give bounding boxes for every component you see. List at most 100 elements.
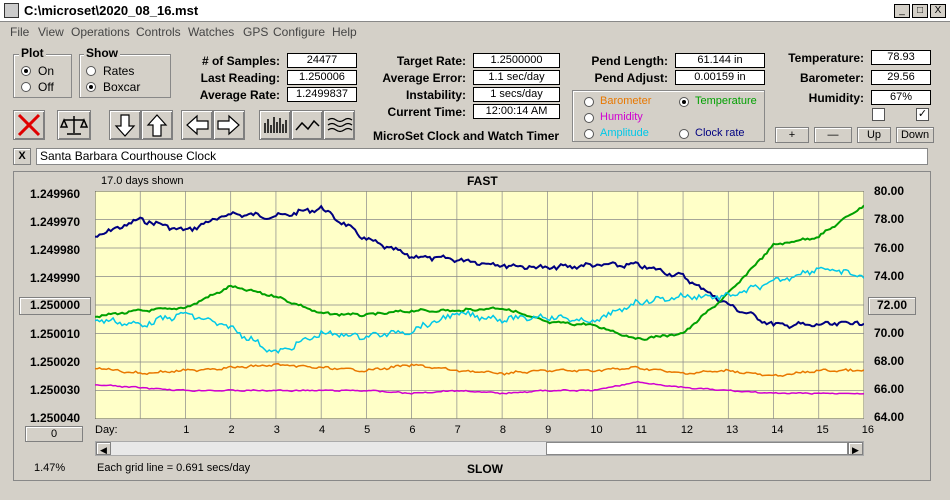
- current-time-label: Current Time:: [387, 105, 466, 119]
- plot-on-radio[interactable]: [21, 66, 31, 76]
- center-temp-button[interactable]: 72.00: [868, 297, 916, 315]
- menu-controls[interactable]: Controls: [136, 25, 181, 39]
- arrow-right-icon: [217, 114, 240, 136]
- show-boxcar-radio[interactable]: [86, 82, 96, 92]
- overlay-temperature-label: Temperature: [695, 95, 757, 107]
- day-tick: 9: [545, 424, 552, 436]
- horizontal-scrollbar[interactable]: ◀ ▶: [95, 441, 864, 456]
- plot-series: [95, 204, 864, 395]
- show-rates-label: Rates: [103, 64, 135, 78]
- day-tick: 6: [409, 424, 416, 436]
- clock-name-text: Santa Barbara Courthouse Clock: [40, 149, 217, 163]
- overlay-amplitude-radio[interactable]: [584, 129, 594, 139]
- arrow-left-icon: [186, 114, 209, 136]
- day-tick: 4: [318, 424, 326, 436]
- right-tick: 78.00: [874, 212, 905, 226]
- arrow-right-button[interactable]: [213, 110, 245, 140]
- scroll-left-arrow[interactable]: ◀: [96, 442, 111, 455]
- percent-readout: 1.47%: [34, 462, 66, 474]
- close-button[interactable]: X: [930, 4, 946, 18]
- right-checkbox[interactable]: ✓: [916, 108, 929, 121]
- scroll-up-button[interactable]: Up: [857, 127, 891, 143]
- average-rate-label: Average Rate:: [199, 88, 280, 102]
- right-tick: 74.00: [874, 269, 905, 283]
- day-tick: 16: [861, 424, 874, 436]
- arrow-down-button[interactable]: [109, 110, 141, 140]
- left-checkbox[interactable]: [872, 108, 885, 121]
- show-rates-radio[interactable]: [86, 66, 96, 76]
- scroll-down-button[interactable]: Down: [896, 127, 934, 143]
- bars-view-button[interactable]: [259, 110, 291, 140]
- overlay-clockrate-radio[interactable]: [679, 129, 689, 139]
- menu-help[interactable]: Help: [332, 25, 357, 39]
- bar-graph-icon: [264, 117, 287, 133]
- line-graph-icon: [295, 119, 320, 131]
- series-clock-rate: [95, 204, 864, 330]
- series-barometer: [95, 362, 864, 377]
- menu-operations[interactable]: Operations: [71, 25, 130, 39]
- clock-name-field[interactable]: Santa Barbara Courthouse Clock: [36, 148, 928, 165]
- menu-file[interactable]: File: [10, 25, 30, 39]
- day-axis-label: Day:: [95, 424, 118, 436]
- instability-value: 1 secs/day: [473, 87, 560, 102]
- scale-plus-button[interactable]: +: [775, 127, 809, 143]
- arrow-up-button[interactable]: [141, 110, 173, 140]
- average-error-label: Average Error:: [382, 71, 466, 85]
- overlay-humidity-label: Humidity: [600, 111, 643, 123]
- right-tick: 68.00: [874, 354, 905, 368]
- current-time-value: 12:00:14 AM: [473, 104, 560, 119]
- day-tick: 7: [454, 424, 461, 436]
- right-tick: 70.00: [874, 326, 905, 340]
- wave-view-button[interactable]: [323, 110, 355, 140]
- plot-off-radio[interactable]: [21, 82, 31, 92]
- days-shown-label: 17.0 days shown: [101, 175, 184, 187]
- overlay-humidity-radio[interactable]: [584, 113, 594, 123]
- line-view-button[interactable]: [291, 110, 323, 140]
- overlay-temperature-radio[interactable]: [679, 97, 689, 107]
- samples-value: 24477: [287, 53, 357, 68]
- scale-balance-icon: [59, 116, 89, 135]
- right-tick: 80.00: [874, 184, 905, 198]
- plot-on-label: On: [38, 64, 55, 78]
- left-tick: 1.250010: [30, 327, 81, 341]
- grid-note: Each grid line = 0.691 secs/day: [97, 462, 251, 474]
- clear-name-button[interactable]: X: [13, 148, 31, 165]
- arrow-left-button[interactable]: [181, 110, 213, 140]
- temperature-label: Temperature:: [788, 51, 864, 65]
- day-tick: 10: [590, 424, 603, 436]
- scrollbar-track-white: [546, 442, 848, 455]
- menu-gps[interactable]: GPS: [243, 25, 269, 39]
- pend-length-label: Pend Length:: [591, 54, 668, 68]
- day-tick: 5: [364, 424, 371, 436]
- menu-configure[interactable]: Configure: [273, 25, 326, 39]
- zero-button[interactable]: 0: [25, 426, 83, 442]
- app-heading: MicroSet Clock and Watch Timer: [373, 129, 560, 143]
- day-tick: 8: [499, 424, 506, 436]
- target-rate-value: 1.2500000: [473, 53, 560, 68]
- center-rate-button[interactable]: 1.250000: [19, 297, 91, 315]
- overlay-clockrate-label: Clock rate: [695, 127, 745, 139]
- show-group: [79, 54, 171, 98]
- overlay-barometer-radio[interactable]: [584, 97, 594, 107]
- last-reading-label: Last Reading:: [200, 71, 280, 85]
- scroll-right-arrow[interactable]: ▶: [848, 442, 863, 455]
- instability-label: Instability:: [405, 88, 466, 102]
- maximize-button[interactable]: □: [912, 4, 928, 18]
- show-boxcar-label: Boxcar: [103, 80, 141, 94]
- humidity-value: 67%: [871, 90, 931, 105]
- show-group-title: Show: [84, 46, 120, 60]
- right-tick: 64.00: [874, 410, 905, 424]
- day-tick: 1: [183, 424, 190, 436]
- app-icon: [4, 3, 19, 18]
- menu-bar: File View Operations Controls Watches GP…: [0, 22, 950, 42]
- arrow-up-icon: [146, 114, 168, 137]
- balance-button[interactable]: [57, 110, 91, 140]
- menu-view[interactable]: View: [38, 25, 64, 39]
- slow-label: SLOW: [467, 462, 503, 476]
- day-tick: 14: [771, 424, 784, 436]
- day-tick: 3: [273, 424, 280, 436]
- minimize-button[interactable]: _: [894, 4, 910, 18]
- stop-button[interactable]: [13, 110, 45, 140]
- menu-watches[interactable]: Watches: [188, 25, 235, 39]
- scale-minus-button[interactable]: —: [814, 127, 852, 143]
